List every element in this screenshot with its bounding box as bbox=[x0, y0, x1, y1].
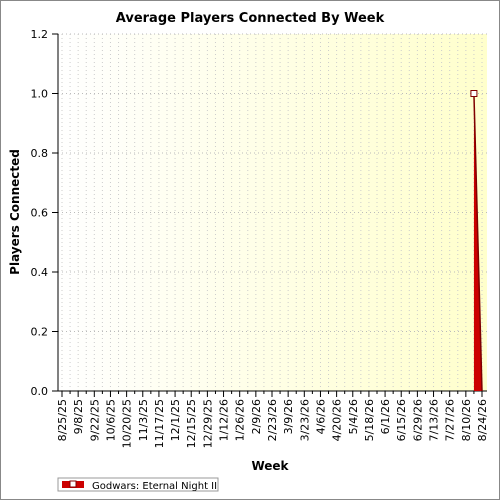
line bbox=[473, 93, 483, 392]
legend bbox=[57, 477, 219, 492]
x-tick-label: 6/1/26 bbox=[379, 399, 392, 434]
x-tick-label: 12/29/25 bbox=[201, 399, 214, 448]
legend-marker bbox=[69, 480, 77, 488]
x-tick-label: 12/15/25 bbox=[185, 399, 198, 448]
x-tick-label: 4/6/26 bbox=[314, 399, 327, 434]
x-tick-label: 5/18/26 bbox=[363, 399, 376, 441]
y-tick-label: 0.6 bbox=[31, 207, 49, 220]
x-tick-label: 1/26/26 bbox=[234, 399, 247, 441]
x-tick-label: 6/29/26 bbox=[411, 399, 424, 441]
x-axis-label: Week bbox=[251, 459, 289, 473]
x-tick-label: 2/9/26 bbox=[250, 399, 263, 434]
y-tick-label: 1.2 bbox=[31, 28, 49, 41]
x-tick-label: 3/9/26 bbox=[282, 399, 295, 434]
x-tick-label: 1/12/26 bbox=[218, 399, 231, 441]
x-tick-label: 10/6/25 bbox=[104, 399, 117, 441]
x-tick-label: 8/24/26 bbox=[476, 399, 489, 441]
x-tick-label: 12/1/25 bbox=[169, 399, 182, 441]
x-tick-label: 8/10/26 bbox=[460, 399, 473, 441]
x-tick-label: 9/8/25 bbox=[72, 399, 85, 434]
x-tick-label: 11/3/25 bbox=[137, 399, 150, 441]
marker bbox=[470, 90, 478, 97]
legend-label: Godwars: Eternal Night II bbox=[92, 481, 217, 492]
x-tick-label: 7/27/26 bbox=[444, 399, 457, 441]
x-tick-label: 6/15/26 bbox=[395, 399, 408, 441]
x-tick-label: 7/13/26 bbox=[428, 399, 441, 441]
x-tick-label: 8/25/25 bbox=[56, 399, 69, 441]
y-tick-label: 0.0 bbox=[31, 385, 49, 398]
x-tick-label: 5/4/26 bbox=[347, 399, 360, 434]
x-tick-label: 2/23/26 bbox=[266, 399, 279, 441]
x-tick-label: 11/17/25 bbox=[153, 399, 166, 448]
plot-area bbox=[58, 34, 487, 391]
x-tick-label: 10/20/25 bbox=[121, 399, 134, 448]
y-tick-label: 0.2 bbox=[31, 326, 49, 339]
y-axis-label: Players Connected bbox=[8, 149, 22, 275]
x-tick-label: 9/22/25 bbox=[88, 399, 101, 441]
x-tick-label: 3/23/26 bbox=[298, 399, 311, 441]
y-tick-label: 0.4 bbox=[31, 266, 49, 279]
chart-title: Average Players Connected By Week bbox=[116, 11, 385, 26]
y-tick-label: 0.8 bbox=[31, 147, 49, 160]
x-tick-label: 4/20/26 bbox=[331, 399, 344, 441]
y-tick-label: 1.0 bbox=[31, 88, 49, 101]
